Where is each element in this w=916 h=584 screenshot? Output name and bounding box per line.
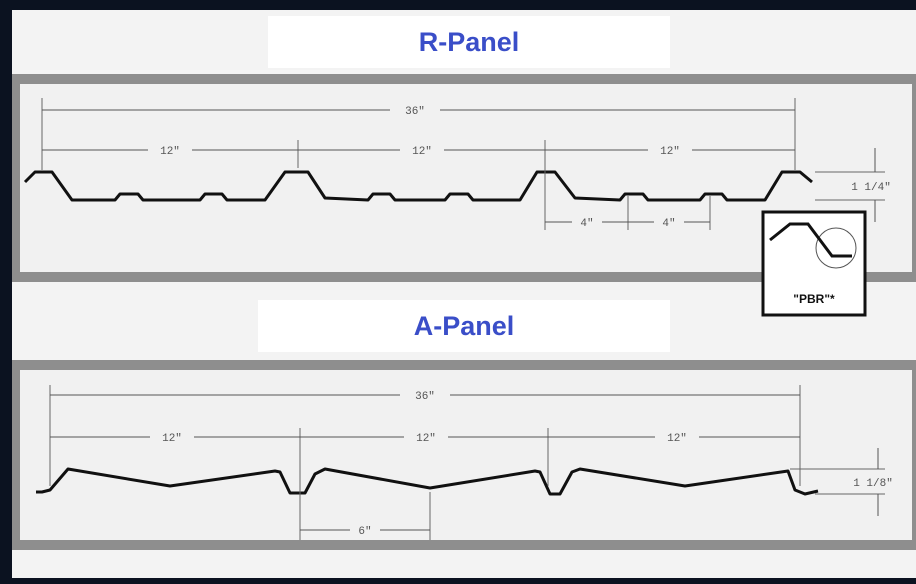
- a-panel-title-box: A-Panel: [258, 300, 670, 352]
- r-span-label-2: 12": [412, 146, 432, 158]
- a-span-label-3: 12": [667, 433, 687, 445]
- r-panel-profile: [23, 170, 813, 202]
- a-span-label-2: 12": [416, 433, 436, 445]
- r-panel-title-box: R-Panel: [268, 16, 670, 68]
- r-panel-drawing: 36" 12" 12" 12" 4" 4" 1 1/4" "PBR"*: [23, 98, 904, 317]
- r-overall-width: 36": [405, 106, 425, 118]
- r-panel-title: R-Panel: [418, 26, 520, 57]
- r-span-label-3: 12": [660, 146, 680, 158]
- a-panel-profile: [36, 467, 819, 496]
- a-span-label-1: 12": [162, 433, 182, 445]
- a-panel-area: [20, 370, 912, 540]
- pbr-detail-label: "PBR"*: [793, 292, 835, 306]
- a-panel-title: A-Panel: [413, 310, 515, 341]
- r-minor-spacing-1: 4": [580, 218, 593, 230]
- r-minor-spacing-2: 4": [662, 218, 675, 230]
- a-minor-spacing: 6": [358, 526, 371, 538]
- a-panel-drawing: 36" 12" 12" 12" 6" 1 1/8": [36, 385, 906, 540]
- r-panel-height: 1 1/4": [851, 182, 891, 194]
- a-overall-width: 36": [415, 391, 435, 403]
- r-span-label-1: 12": [160, 146, 180, 158]
- a-panel-height: 1 1/8": [853, 478, 893, 490]
